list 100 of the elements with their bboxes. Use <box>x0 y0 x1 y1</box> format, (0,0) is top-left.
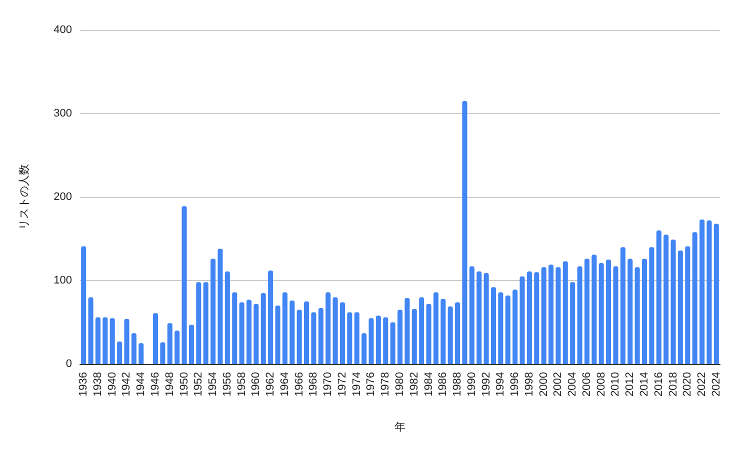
bar <box>714 224 719 364</box>
bar <box>160 342 166 364</box>
x-tick-label: 1962 <box>264 372 277 396</box>
x-tick-label: 1968 <box>308 372 320 396</box>
bar <box>368 318 374 364</box>
y-tick-label: 100 <box>54 274 72 286</box>
bar <box>664 234 669 364</box>
bar <box>562 261 568 364</box>
bar <box>656 230 662 364</box>
x-tick-label: 1976 <box>365 372 378 396</box>
bar <box>526 271 532 364</box>
x-tick-label: 2016 <box>652 372 665 396</box>
x-tick-label: 1980 <box>394 372 406 396</box>
bar <box>95 317 100 364</box>
x-tick-label: 1970 <box>322 372 334 396</box>
bar <box>354 312 360 364</box>
x-tick-label: 1948 <box>164 372 176 396</box>
bar <box>628 258 633 364</box>
x-tick-label: 2010 <box>610 372 622 396</box>
bar <box>290 300 295 364</box>
bar <box>124 318 130 364</box>
x-tick-label: 1966 <box>293 372 306 396</box>
bar <box>649 247 654 364</box>
bar <box>318 308 324 364</box>
x-tick-label: 1940 <box>106 372 118 396</box>
x-tick-label: 1998 <box>523 372 536 396</box>
bar <box>138 343 144 364</box>
bar <box>426 304 432 364</box>
x-tick-label: 2024 <box>710 372 722 396</box>
bar <box>117 341 122 364</box>
x-tick-label: 1964 <box>278 372 291 396</box>
bar <box>419 297 424 364</box>
bar <box>218 248 223 364</box>
x-tick-label: 1978 <box>380 372 392 396</box>
bar <box>275 306 280 364</box>
bar <box>584 258 590 364</box>
x-tick-label: 2018 <box>667 372 680 396</box>
bar <box>448 306 453 364</box>
bar <box>110 318 115 364</box>
x-tick-label: 2002 <box>552 372 564 396</box>
bar <box>340 302 345 364</box>
y-tick-label: 0 <box>66 358 72 370</box>
bar <box>678 250 683 364</box>
bar <box>592 254 597 364</box>
x-tick-label: 1994 <box>494 372 507 396</box>
bar <box>268 270 274 364</box>
bar <box>685 246 690 364</box>
x-tick-label: 1956 <box>221 372 234 396</box>
x-tick-label: 1972 <box>336 372 348 396</box>
y-tick-label: 400 <box>54 24 72 36</box>
x-tick-label: 1942 <box>120 372 133 396</box>
x-tick-label: 1984 <box>422 372 435 396</box>
x-tick-label: 1952 <box>192 372 205 396</box>
bar <box>556 267 561 364</box>
x-axis-title: 年 <box>394 422 406 434</box>
bar <box>131 333 136 364</box>
x-tick-label: 1990 <box>466 372 478 396</box>
bar <box>606 260 612 364</box>
x-tick-label: 1982 <box>408 372 420 396</box>
bar <box>326 292 331 364</box>
bar <box>613 266 618 364</box>
x-tick-label: 2012 <box>624 372 636 396</box>
bar <box>520 276 525 364</box>
y-tick-label: 200 <box>54 191 72 203</box>
x-tick-label: 1986 <box>437 372 450 396</box>
bar <box>246 300 252 364</box>
bar <box>239 302 244 364</box>
x-tick-label: 1958 <box>236 372 248 396</box>
bar <box>167 323 172 364</box>
bar <box>404 298 410 364</box>
x-tick-label: 1974 <box>350 372 363 396</box>
y-tick-label: 300 <box>54 108 72 120</box>
bar <box>196 282 202 364</box>
bar <box>347 312 352 364</box>
bar <box>81 246 86 364</box>
bar <box>182 206 187 364</box>
bar <box>498 292 504 364</box>
bar <box>534 272 540 364</box>
bar <box>332 297 338 364</box>
x-tick-label: 1988 <box>452 372 464 396</box>
bar <box>455 302 460 364</box>
bar <box>412 308 417 364</box>
x-tick-label: 2020 <box>682 372 694 396</box>
bar <box>102 317 108 364</box>
bar <box>505 296 510 364</box>
x-tick-label: 1950 <box>178 372 190 396</box>
bar <box>462 100 468 364</box>
bar <box>174 330 180 364</box>
bar <box>484 272 489 364</box>
x-tick-label: 1954 <box>207 372 220 396</box>
bar <box>700 220 705 364</box>
bar <box>692 232 698 364</box>
bar <box>469 266 474 364</box>
x-tick-label: 1938 <box>92 372 104 396</box>
x-tick-label: 2008 <box>595 372 608 396</box>
bar <box>304 301 310 364</box>
x-tick-label: 2022 <box>696 372 708 396</box>
bar <box>634 267 640 364</box>
bar <box>548 264 554 364</box>
bar <box>706 220 712 364</box>
